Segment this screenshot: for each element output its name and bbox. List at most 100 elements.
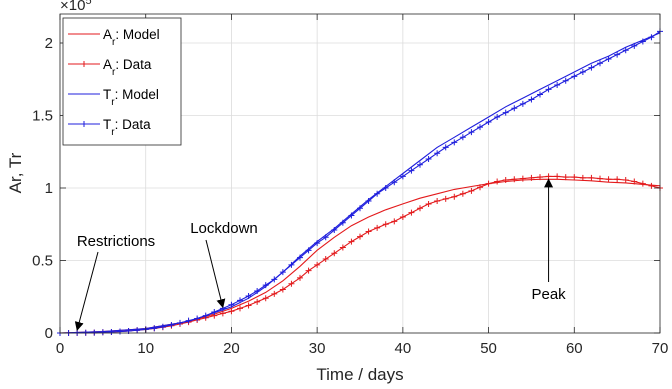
data-point (528, 96, 535, 103)
data-point (245, 302, 252, 309)
data-point (545, 86, 552, 93)
y-exponent-power: 5 (85, 0, 91, 7)
data-point (468, 129, 475, 136)
data-point (339, 219, 346, 226)
x-tick-label: 40 (395, 340, 412, 357)
legend-item: Ar: Data (68, 57, 152, 78)
data-point (519, 100, 526, 107)
data-point (614, 51, 621, 58)
data-point (631, 178, 638, 185)
data-point (605, 55, 612, 62)
data-point (459, 190, 466, 197)
data-point (562, 174, 569, 181)
data-point (177, 319, 183, 326)
data-point (237, 297, 243, 304)
data-point (348, 238, 355, 245)
data-point (614, 176, 621, 183)
data-point (365, 198, 372, 205)
data-point (134, 327, 141, 334)
data-point (459, 134, 466, 141)
data-point (494, 113, 501, 120)
y-tick-label: 0 (45, 325, 53, 342)
data-point (477, 184, 483, 191)
data-point (451, 193, 458, 200)
y-tick-label: 1 (45, 180, 53, 197)
data-point (494, 178, 501, 185)
x-axis-label: Time / days (316, 365, 403, 384)
legend-label: Tr: Data (103, 117, 151, 138)
data-point (194, 315, 201, 322)
data-point (314, 240, 321, 247)
annotations: Restrictions Lockdown Peak (74, 178, 566, 331)
data-point (477, 124, 483, 131)
data-point (331, 250, 338, 257)
data-point (322, 234, 329, 241)
data-point (537, 174, 543, 181)
data-point (382, 185, 389, 191)
annotation-arrow (74, 251, 99, 331)
data-point (519, 175, 526, 182)
data-point (399, 173, 406, 180)
data-point (597, 60, 603, 67)
data-point (279, 286, 286, 293)
y-tick-label: 1.5 (32, 108, 53, 125)
data-point (605, 176, 612, 183)
data-point (357, 233, 363, 240)
annotation-label: Lockdown (190, 220, 258, 237)
data-point (237, 305, 243, 312)
data-point (374, 224, 381, 231)
series-4 (57, 28, 663, 336)
data-point (408, 167, 415, 174)
annotation-label: Restrictions (77, 233, 155, 250)
data-point (305, 267, 312, 274)
data-point (288, 261, 295, 268)
data-point (468, 187, 475, 194)
data-point (271, 276, 278, 283)
data-point (588, 64, 595, 71)
legend-swatch-marker (81, 121, 87, 127)
data-point (537, 91, 543, 98)
data-point (297, 274, 303, 281)
data-point (159, 323, 166, 330)
legend-label: Tr: Model (103, 87, 159, 108)
data-point (91, 329, 98, 336)
data-point (297, 254, 303, 261)
y-axis-label: Ar, Tr (6, 152, 25, 193)
data-point (245, 293, 252, 300)
data-point (382, 221, 389, 228)
data-point (322, 256, 329, 263)
data-point (528, 174, 535, 181)
data-point (399, 214, 406, 220)
data-point (502, 177, 509, 184)
data-point (408, 209, 415, 216)
data-point (502, 109, 509, 116)
x-tick-label: 10 (137, 340, 154, 357)
data-point (511, 105, 518, 112)
data-point (228, 301, 235, 308)
data-point (562, 77, 569, 84)
data-point (648, 34, 655, 41)
data-point (99, 329, 106, 336)
data-point (168, 322, 175, 329)
data-point (554, 82, 561, 89)
data-point (425, 200, 432, 207)
data-point (434, 150, 441, 157)
annotation-arrow (205, 239, 226, 309)
data-point (442, 195, 449, 202)
y-tick-label: 0.5 (32, 253, 53, 270)
data-point (597, 175, 603, 182)
data-point (117, 328, 123, 335)
data-point (639, 180, 646, 187)
data-point (485, 180, 492, 187)
legend-item: Tr: Model (68, 87, 159, 108)
data-point (339, 244, 346, 251)
x-tick-label: 30 (309, 340, 326, 357)
data-point (622, 177, 629, 184)
data-point (434, 198, 441, 205)
data-point (254, 298, 261, 305)
data-point (219, 310, 226, 317)
data-point (151, 325, 158, 332)
data-point (228, 308, 235, 315)
data-point (571, 73, 578, 80)
